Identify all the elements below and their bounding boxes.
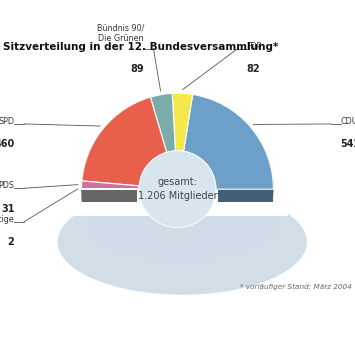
Polygon shape bbox=[137, 190, 218, 204]
Polygon shape bbox=[82, 181, 139, 198]
Wedge shape bbox=[82, 181, 139, 189]
Text: gesamt:: gesamt: bbox=[158, 176, 197, 187]
Polygon shape bbox=[175, 151, 184, 164]
Polygon shape bbox=[82, 189, 139, 202]
Polygon shape bbox=[82, 181, 139, 198]
Polygon shape bbox=[151, 97, 166, 165]
Polygon shape bbox=[82, 189, 139, 202]
Polygon shape bbox=[82, 97, 151, 193]
Polygon shape bbox=[151, 94, 172, 109]
Polygon shape bbox=[193, 95, 273, 202]
Text: 1.206 Mitglieder: 1.206 Mitglieder bbox=[138, 191, 217, 201]
Polygon shape bbox=[166, 151, 175, 165]
Polygon shape bbox=[137, 190, 218, 206]
Text: 82: 82 bbox=[247, 65, 260, 74]
Wedge shape bbox=[184, 95, 273, 189]
Polygon shape bbox=[216, 189, 273, 202]
Polygon shape bbox=[184, 95, 193, 164]
Polygon shape bbox=[82, 189, 139, 202]
Text: 542: 542 bbox=[340, 139, 355, 149]
Ellipse shape bbox=[58, 189, 307, 295]
Text: 31: 31 bbox=[1, 204, 15, 214]
Polygon shape bbox=[67, 190, 288, 216]
Ellipse shape bbox=[86, 194, 278, 261]
Text: SPD: SPD bbox=[0, 117, 15, 126]
Circle shape bbox=[139, 151, 216, 227]
Polygon shape bbox=[172, 94, 175, 163]
Polygon shape bbox=[172, 93, 193, 107]
Circle shape bbox=[139, 151, 216, 227]
Polygon shape bbox=[82, 189, 139, 202]
Polygon shape bbox=[82, 181, 139, 198]
Text: Sitzverteilung in der 12. Bundesversammlung*: Sitzverteilung in der 12. Bundesversamml… bbox=[3, 42, 278, 52]
Text: FDP: FDP bbox=[247, 42, 262, 51]
Wedge shape bbox=[172, 93, 193, 151]
Text: 2: 2 bbox=[8, 237, 15, 247]
Polygon shape bbox=[82, 156, 87, 193]
Text: * vorläufiger Stand: März 2004: * vorläufiger Stand: März 2004 bbox=[240, 284, 352, 290]
Polygon shape bbox=[139, 152, 166, 198]
Polygon shape bbox=[151, 97, 166, 165]
Text: 89: 89 bbox=[130, 65, 144, 74]
Polygon shape bbox=[82, 189, 139, 202]
Text: Sonstige: Sonstige bbox=[0, 215, 15, 224]
Wedge shape bbox=[151, 94, 175, 152]
Text: 460: 460 bbox=[0, 139, 15, 149]
Polygon shape bbox=[184, 95, 193, 164]
Polygon shape bbox=[172, 94, 175, 163]
Polygon shape bbox=[216, 189, 273, 202]
Text: PDS: PDS bbox=[0, 181, 15, 190]
Text: Bündnis 90/
Die Grünen: Bündnis 90/ Die Grünen bbox=[97, 23, 144, 43]
Wedge shape bbox=[82, 97, 166, 186]
Text: CDU/CSU: CDU/CSU bbox=[340, 117, 355, 126]
Polygon shape bbox=[268, 156, 273, 202]
Polygon shape bbox=[184, 151, 216, 202]
